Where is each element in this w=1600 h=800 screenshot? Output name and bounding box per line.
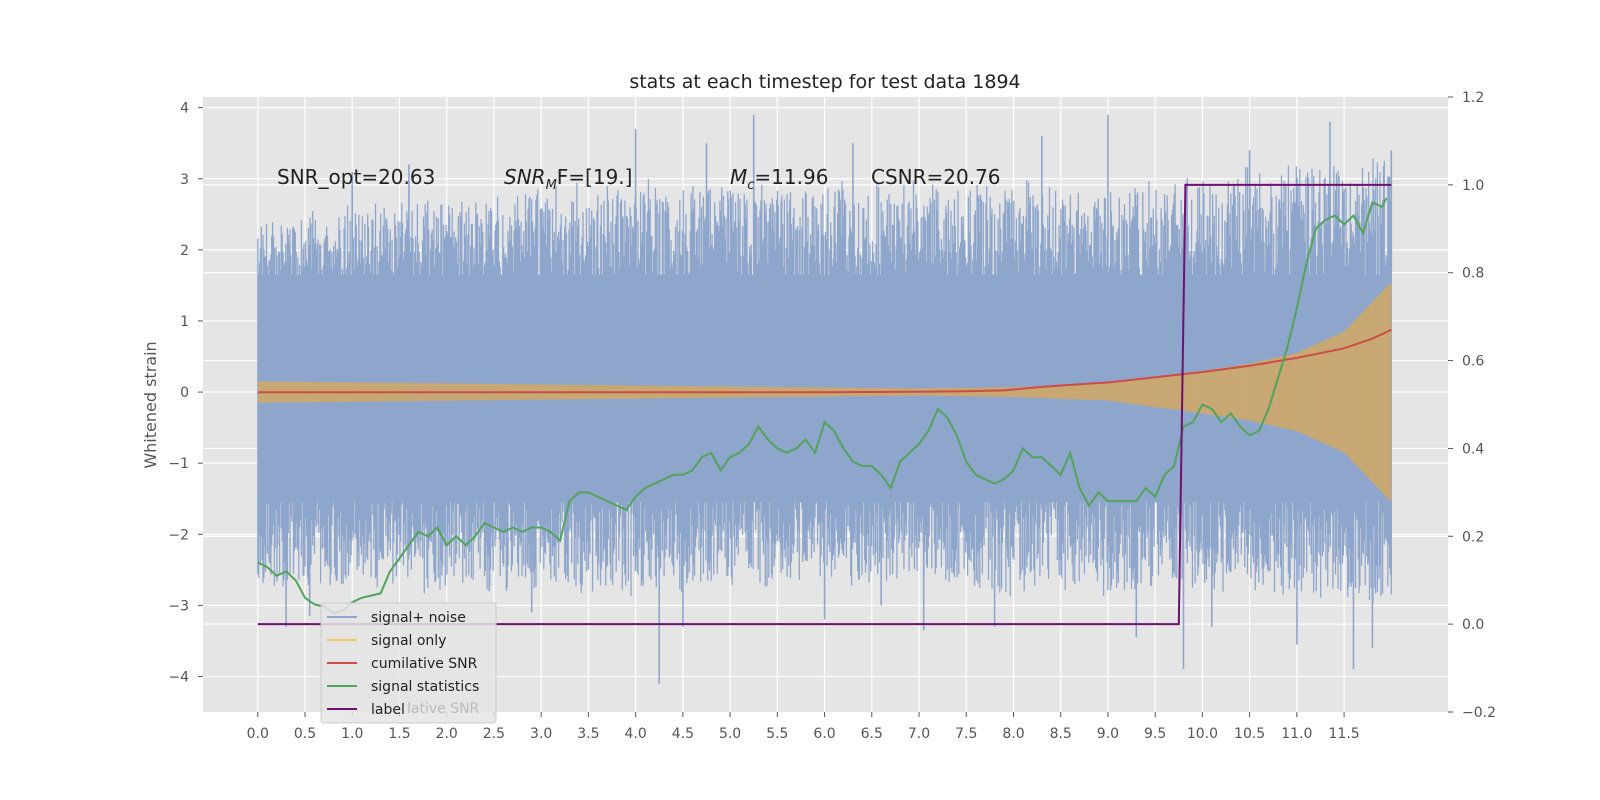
x-tick-label: 8.5 [1050,726,1072,742]
x-tick-label: 0.5 [294,726,316,742]
x-axis: 0.0 0.5 1.0 1.5 2.0 2.5 3.0 3.5 4.0 4.5 5.0 5.5 6.0 6… [247,712,1360,742]
x-tick-label: 0.0 [247,726,269,742]
line-series [257,183,1392,626]
legend: lative SNR signal+ noise signal only cum… [320,602,497,724]
y-tick-label-right: 1.0 [1462,178,1484,194]
label-line [257,183,1392,626]
legend-ghost-text: lative SNR [407,701,480,717]
x-tick-label: 5.0 [719,726,741,742]
y-axis-right: 1.2 1.0 0.8 0.6 0.4 0.2 0.0 −0.2 [1448,90,1496,721]
legend-label-cumilative-snr: cumilative SNR [371,656,478,672]
legend-label-signal-only: signal only [371,633,446,649]
y-tick-label-left: 3 [180,172,189,188]
x-tick-label: 6.0 [813,726,835,742]
x-tick-label: 4.0 [624,726,646,742]
y-tick-label-left: 4 [180,101,189,117]
x-tick-label: 9.0 [1097,726,1119,742]
legend-box [320,602,497,724]
x-tick-label: 3.5 [577,726,599,742]
y-tick-label-right: 0.2 [1462,529,1484,545]
x-tick-label: 3.0 [530,726,552,742]
x-tick-label: 6.5 [861,726,883,742]
snr-mf-annotation: SNRMF=[19.] [504,165,632,193]
y-tick-label-left: −3 [168,598,189,614]
x-tick-label: 11.5 [1329,726,1360,742]
x-tick-label: 5.5 [766,726,788,742]
x-tick-label: 2.0 [436,726,458,742]
y-tick-label-right: 0.6 [1462,354,1484,370]
y-axis-left: 4 3 2 1 0 −1 −2 −3 −4 [168,101,203,685]
y-tick-label-right: −0.2 [1462,705,1496,721]
mc-annotation: Mc=11.96 [730,165,828,193]
cumilative-snr-line [257,328,1392,394]
y-tick-label-left: −1 [168,456,189,472]
x-tick-label: 11.0 [1281,726,1312,742]
y-tick-label-left: 2 [180,243,189,259]
legend-label-label: label [371,702,405,718]
chart-title: stats at each timestep for test data 189… [629,71,1020,93]
y-tick-label-left: 0 [180,385,189,401]
x-tick-label: 1.5 [388,726,410,742]
signal-statistics-line [257,197,1388,615]
x-tick-label: 9.5 [1144,726,1166,742]
x-tick-label: 7.5 [955,726,977,742]
x-tick-label: 2.5 [483,726,505,742]
y-tick-label-left: 1 [180,314,189,330]
snr-opt-annotation: SNR_opt=20.63 [277,165,435,189]
legend-label-signal-noise: signal+ noise [371,610,466,626]
legend-label-signal-statistics: signal statistics [371,679,479,695]
y-tick-label-right: 1.2 [1462,90,1484,106]
noise-peaks [285,114,1393,684]
csnr-annotation: CSNR=20.76 [871,165,1001,189]
x-tick-label: 8.0 [1002,726,1024,742]
x-tick-label: 10.5 [1234,726,1265,742]
x-tick-label: 10.0 [1187,726,1218,742]
x-tick-label: 7.0 [908,726,930,742]
y-tick-label-right: 0.8 [1462,266,1484,282]
annotations: SNR_opt=20.63 SNRMF=[19.] Mc=11.96 CSNR=… [277,165,1001,193]
x-tick-label: 4.5 [672,726,694,742]
y-axis-label: Whitened strain [141,341,160,468]
y-tick-label-left: −4 [168,669,189,685]
y-tick-label-right: 0.4 [1462,441,1484,457]
x-tick-label: 1.0 [341,726,363,742]
y-tick-label-left: −2 [168,527,189,543]
y-tick-label-right: 0.0 [1462,617,1484,633]
